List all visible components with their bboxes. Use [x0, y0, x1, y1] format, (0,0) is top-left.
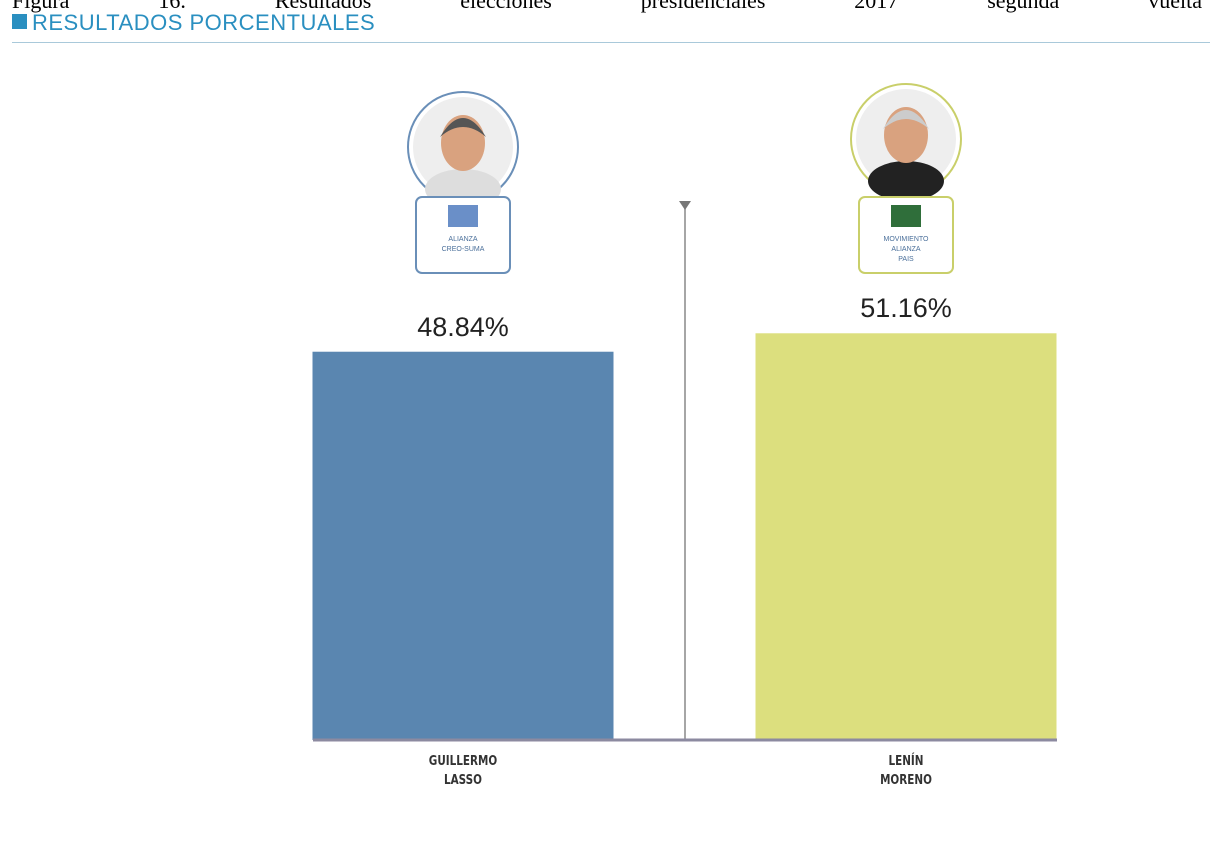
party-badge	[415, 196, 511, 274]
chart-title: RESULTADOS PORCENTUALES	[32, 10, 376, 35]
bar	[312, 351, 614, 740]
category-label: LENÍN MORENO	[880, 754, 932, 788]
divider-arrow	[679, 201, 691, 210]
value-label: 51.16%	[860, 293, 952, 324]
title-marker	[12, 14, 27, 29]
photo-hair	[440, 118, 486, 137]
party-logo	[891, 205, 921, 227]
photo-hair	[883, 110, 929, 129]
caption: Figura 16. Resultados elecciones preside…	[12, 0, 1202, 13]
title-rule	[12, 42, 1210, 43]
party-badge	[858, 196, 954, 274]
party-label: ALIANZA CREO-SUMA	[441, 236, 485, 253]
party-logo	[448, 205, 478, 227]
bar	[755, 333, 1057, 740]
category-label: GUILLERMO LASSO	[428, 754, 498, 788]
photo-body	[868, 161, 944, 201]
party-label: MOVIMIENTO ALIANZA PAIS	[883, 236, 929, 263]
value-label: 48.84%	[417, 311, 509, 342]
